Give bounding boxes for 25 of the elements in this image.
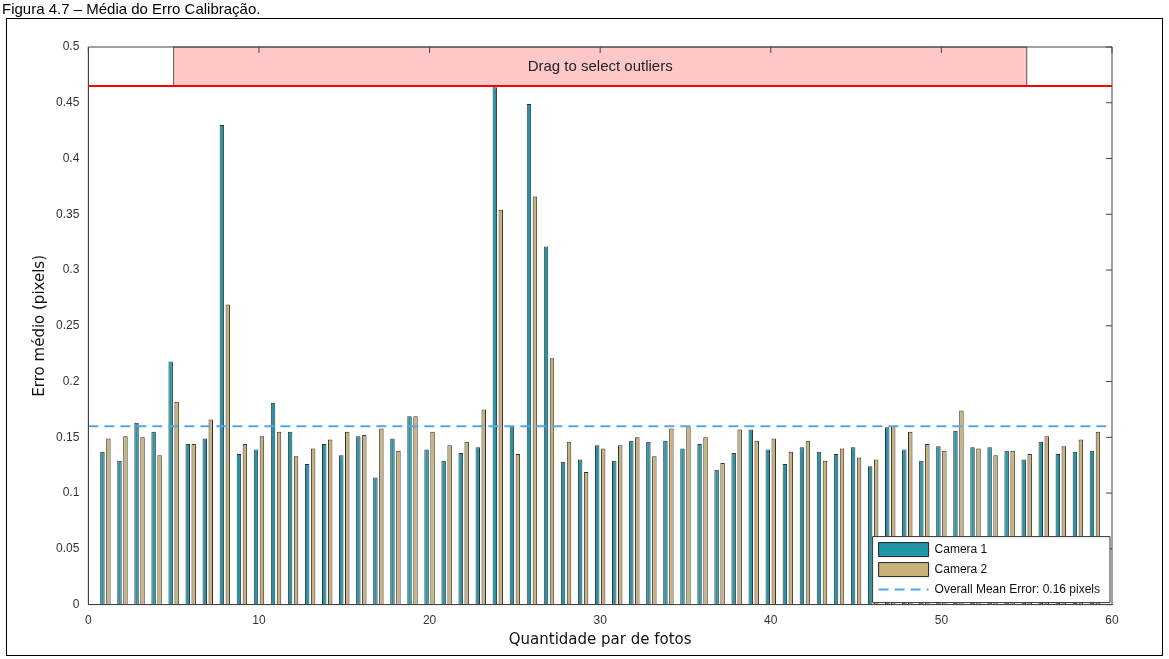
x-tick-label: 40: [764, 613, 778, 628]
y-tick-label: 0.1: [62, 485, 80, 500]
x-tick-label: 20: [422, 613, 437, 628]
legend-label: Camera 1: [934, 541, 988, 556]
y-tick-label: 0.2: [62, 373, 80, 388]
y-axis-title: Erro médio (pixels): [29, 254, 48, 397]
y-tick-label: 0: [72, 596, 80, 611]
legend-label: Overall Mean Error: 0.16 pixels: [934, 581, 1101, 596]
x-tick-label: 50: [934, 613, 949, 628]
x-tick-label: 60: [1105, 613, 1119, 628]
legend-label: Camera 2: [934, 561, 988, 576]
y-tick-label: 0.15: [56, 429, 80, 444]
y-tick-label: 0.25: [56, 318, 80, 333]
x-tick-label: 0: [85, 613, 93, 628]
x-tick-label: 30: [593, 613, 608, 628]
chart-title: Figura 4.7 – Média do Erro Calibração.: [2, 0, 261, 17]
y-tick-label: 0.3: [62, 262, 80, 277]
y-tick-label: 0.05: [56, 541, 80, 556]
band-label: Drag to select outliers: [527, 56, 673, 74]
y-tick-label: 0.35: [56, 206, 80, 221]
x-axis-title: Quantidade par de fotos: [508, 629, 692, 648]
y-tick-label: 0.45: [56, 95, 80, 110]
y-tick-label: 0.4: [62, 150, 80, 165]
y-tick-label: 0.5: [62, 39, 80, 54]
x-tick-label: 10: [252, 613, 266, 628]
